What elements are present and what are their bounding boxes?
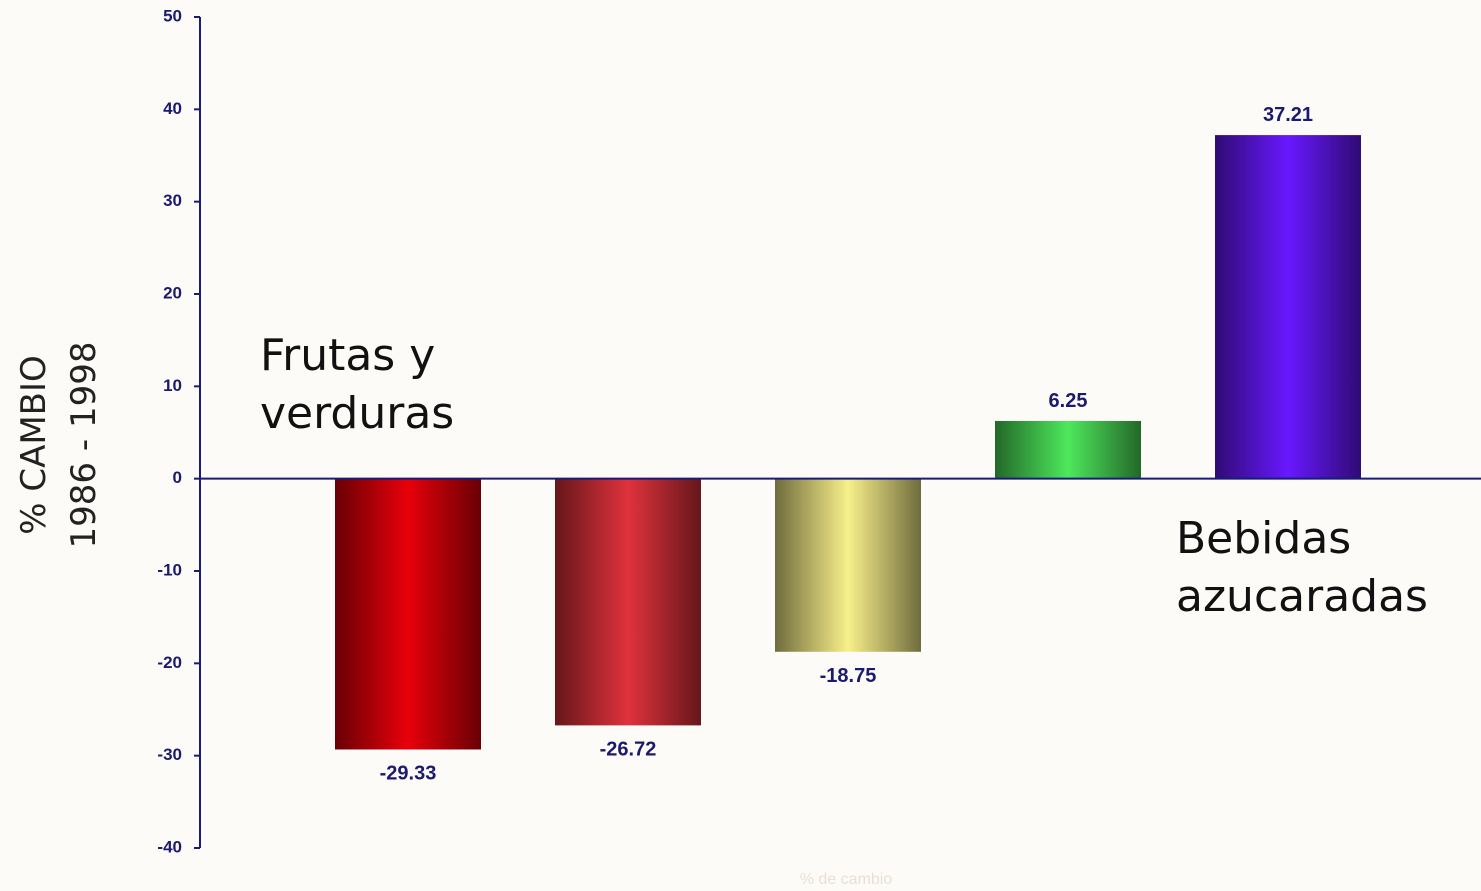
annotation: Bebidas [1176,513,1351,564]
bar [335,478,481,750]
y-label-line: % CAMBIO [14,355,54,535]
y-tick-label: 0 [173,468,182,487]
y-tick-label: 40 [163,99,182,118]
value-label: -26.72 [600,738,657,760]
bar [995,420,1141,479]
x-axis-label: % de cambio [800,871,893,888]
y-axis-label: % CAMBIO 1986 - 1998 [14,342,104,549]
value-label: 6.25 [1049,390,1088,412]
value-label: -18.75 [820,665,877,687]
y-tick-label: 50 [163,6,182,25]
annotation: azucaradas [1176,571,1428,622]
value-label: -29.33 [380,762,437,784]
y-tick-label: -20 [157,653,182,672]
bar [1215,135,1361,479]
y-tick-label: 10 [163,376,182,395]
y-tick-label: -40 [157,837,182,856]
y-tick-label: 30 [163,191,182,210]
y-tick-label: 20 [163,283,182,302]
y-tick-label: -30 [157,745,182,764]
y-label-line: 1986 - 1998 [64,342,104,549]
annotation: verduras [260,388,454,439]
value-label: 37.21 [1263,104,1313,126]
annotation: Frutas y [260,330,435,381]
y-tick-label: -10 [157,560,182,579]
bar [775,478,921,652]
bar [555,478,701,726]
